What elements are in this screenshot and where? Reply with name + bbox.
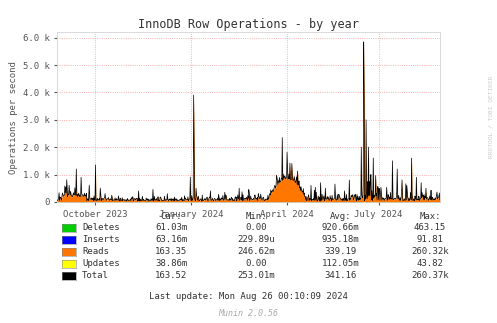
Text: 935.18m: 935.18m xyxy=(322,235,359,244)
Text: 339.19: 339.19 xyxy=(325,247,356,256)
Text: 260.32k: 260.32k xyxy=(411,247,449,256)
Text: Total: Total xyxy=(82,271,109,280)
Text: 61.03m: 61.03m xyxy=(156,223,187,232)
Text: 253.01m: 253.01m xyxy=(237,271,275,280)
Text: 0.00: 0.00 xyxy=(245,223,267,232)
Text: Reads: Reads xyxy=(82,247,109,256)
Text: 463.15: 463.15 xyxy=(414,223,446,232)
Text: Inserts: Inserts xyxy=(82,235,120,244)
Text: 163.52: 163.52 xyxy=(156,271,187,280)
Text: 920.66m: 920.66m xyxy=(322,223,359,232)
Text: 229.89u: 229.89u xyxy=(237,235,275,244)
Text: Updates: Updates xyxy=(82,259,120,268)
Y-axis label: Operations per second: Operations per second xyxy=(9,61,18,173)
Text: 38.86m: 38.86m xyxy=(156,259,187,268)
Text: Cur:: Cur: xyxy=(161,212,182,221)
Text: 0.00: 0.00 xyxy=(245,259,267,268)
Text: Munin 2.0.56: Munin 2.0.56 xyxy=(219,309,278,318)
Text: 260.37k: 260.37k xyxy=(411,271,449,280)
Text: 341.16: 341.16 xyxy=(325,271,356,280)
Text: Min:: Min: xyxy=(245,212,267,221)
Text: Deletes: Deletes xyxy=(82,223,120,232)
Text: 43.82: 43.82 xyxy=(416,259,443,268)
Text: 246.62m: 246.62m xyxy=(237,247,275,256)
Title: InnoDB Row Operations - by year: InnoDB Row Operations - by year xyxy=(138,18,359,31)
Text: 91.81: 91.81 xyxy=(416,235,443,244)
Text: Max:: Max: xyxy=(419,212,441,221)
Text: Last update: Mon Aug 26 00:10:09 2024: Last update: Mon Aug 26 00:10:09 2024 xyxy=(149,292,348,301)
Text: 112.05m: 112.05m xyxy=(322,259,359,268)
Text: 63.16m: 63.16m xyxy=(156,235,187,244)
Text: 163.35: 163.35 xyxy=(156,247,187,256)
Text: Avg:: Avg: xyxy=(330,212,351,221)
Text: RRDTOOL / TOBI OETIKER: RRDTOOL / TOBI OETIKER xyxy=(489,75,494,158)
